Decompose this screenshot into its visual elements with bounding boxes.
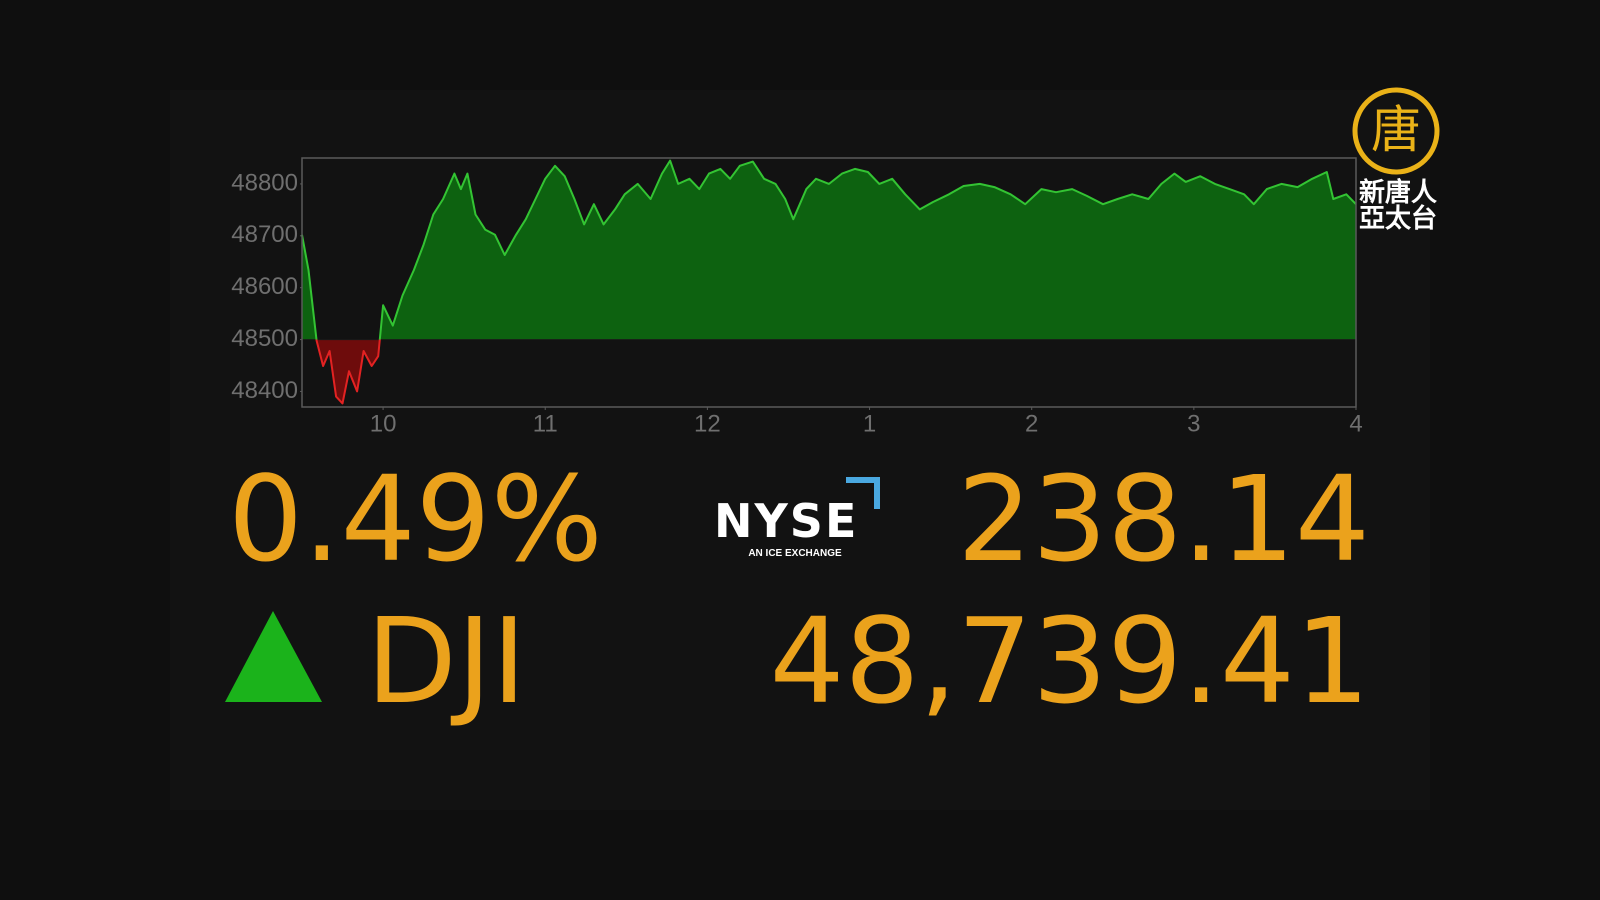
x-tick-label: 10	[370, 410, 397, 437]
logo-bracket	[846, 477, 880, 509]
logo-ring	[1352, 87, 1440, 175]
logo-line1: 新唐人	[1359, 177, 1437, 208]
y-tick-label: 48600	[231, 273, 298, 300]
x-tick-label: 4	[1349, 410, 1362, 437]
y-tick-label: 48800	[231, 169, 298, 196]
channel-logo: 唐 新唐人 亞太台	[1352, 87, 1440, 234]
x-tick-label: 11	[533, 410, 558, 437]
exchange-name: NYSE	[714, 494, 858, 548]
x-tick-label: 12	[694, 410, 721, 437]
area	[302, 160, 1356, 404]
symbol: DJI	[366, 592, 526, 730]
y-tick-label: 48400	[231, 377, 298, 404]
change: 238.14	[957, 450, 1370, 588]
logo-emblem: 唐	[1371, 101, 1421, 159]
logo-line2: 亞太台	[1359, 203, 1437, 234]
y-tick-label: 48700	[231, 221, 298, 248]
line	[301, 159, 1357, 405]
x-tick-label: 1	[863, 410, 876, 437]
plot-frame	[301, 157, 1357, 408]
exchange-logo: NYSE AN ICE EXCHANGE	[714, 477, 880, 559]
change-percent: 0.49%	[228, 450, 603, 588]
x-tick-label: 2	[1025, 410, 1038, 437]
exchange-tagline: AN ICE EXCHANGE	[748, 548, 842, 559]
price: 48,739.41	[769, 592, 1370, 730]
up-arrow	[225, 611, 322, 702]
x-tick-label: 3	[1187, 410, 1200, 437]
y-tick-label: 48500	[231, 325, 298, 352]
